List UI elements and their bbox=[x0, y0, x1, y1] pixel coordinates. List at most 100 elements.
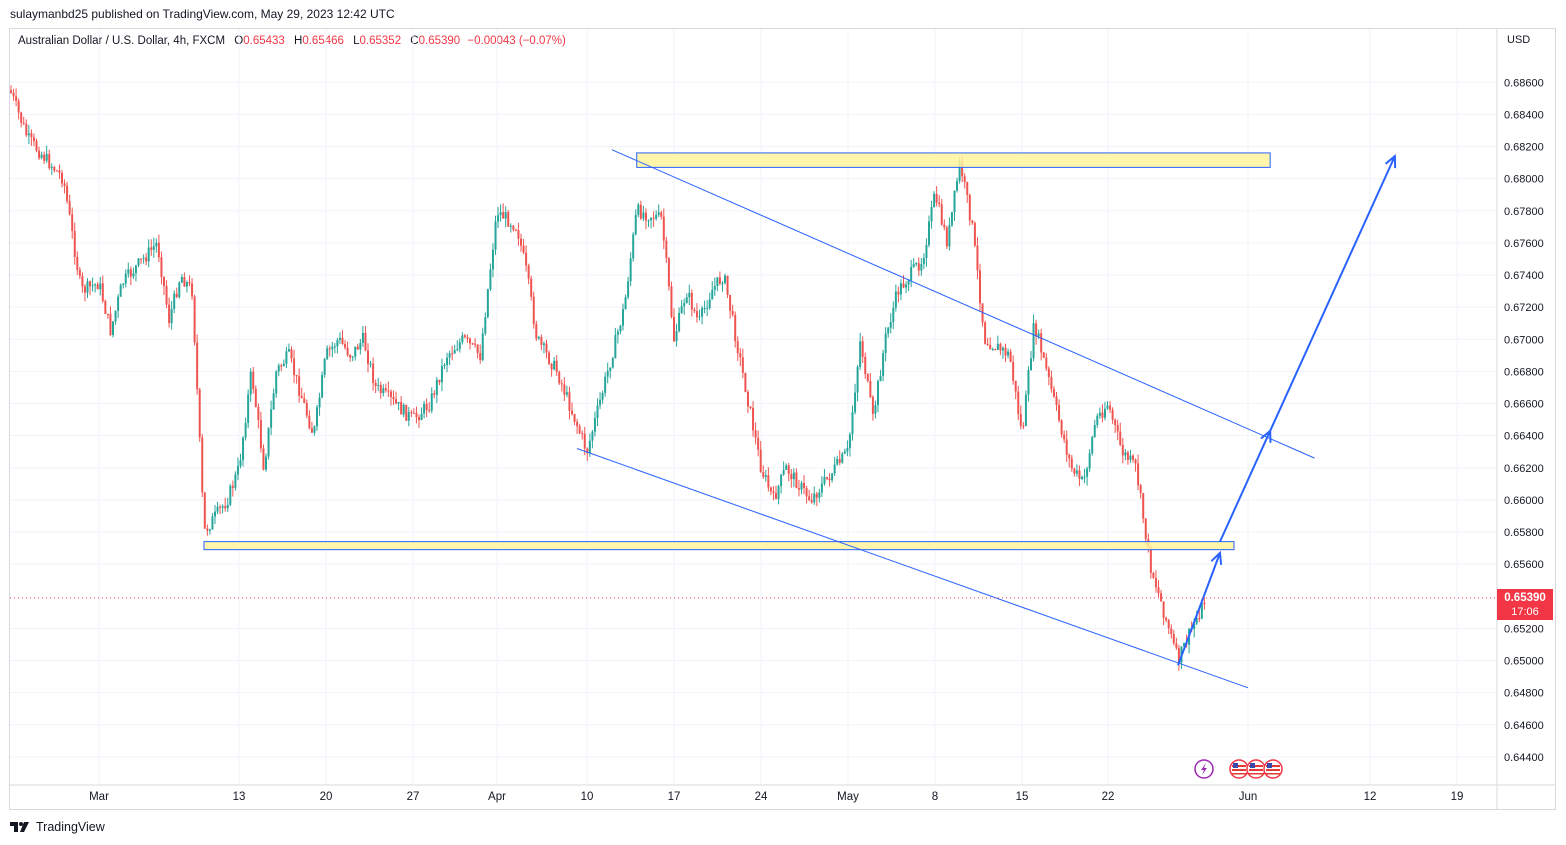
time-axis[interactable]: Mar 13 20 27 Apr 10 17 24 May 8 15 22 Jun 12 19 bbox=[89, 791, 1463, 803]
candle-body bbox=[971, 220, 974, 223]
candle-body bbox=[1177, 647, 1180, 663]
candle-body bbox=[198, 389, 201, 438]
candle-body bbox=[905, 284, 908, 288]
candle-body bbox=[644, 212, 647, 221]
us-flag-icon[interactable] bbox=[1229, 759, 1249, 779]
candle-body bbox=[469, 338, 471, 344]
candle-body bbox=[1134, 459, 1137, 464]
candle-body bbox=[517, 230, 520, 239]
candle-body bbox=[815, 493, 818, 498]
horizontal-zones[interactable] bbox=[203, 152, 1271, 551]
candle-body bbox=[894, 291, 897, 308]
candle-body bbox=[94, 284, 97, 286]
price-tick-label: 0.66600 bbox=[1504, 399, 1544, 411]
candle-body bbox=[609, 367, 612, 372]
candle-body bbox=[1052, 389, 1055, 397]
candle-body bbox=[828, 478, 831, 481]
projection-arrow[interactable] bbox=[1219, 430, 1272, 543]
candle-body bbox=[820, 483, 823, 493]
candle-body bbox=[803, 482, 806, 488]
candle-body bbox=[680, 306, 683, 313]
candle-body bbox=[591, 431, 594, 441]
candle-body bbox=[152, 246, 155, 250]
bar-countdown: 17:06 bbox=[1511, 605, 1539, 618]
candle-body bbox=[405, 404, 408, 421]
candle-body bbox=[168, 304, 171, 324]
candle-body bbox=[96, 284, 99, 290]
low-label: L bbox=[353, 35, 360, 47]
candle-body bbox=[423, 403, 426, 414]
candle-body bbox=[968, 194, 971, 221]
projection-arrows[interactable] bbox=[1177, 154, 1397, 666]
price-tick-label: 0.68000 bbox=[1504, 174, 1544, 186]
candle-body bbox=[76, 256, 79, 270]
price-tick-label: 0.66000 bbox=[1504, 495, 1544, 507]
time-tick-label: 12 bbox=[1364, 791, 1377, 803]
trendline[interactable] bbox=[576, 448, 1249, 689]
candle-body bbox=[520, 238, 522, 246]
trendlines[interactable] bbox=[576, 149, 1315, 689]
symbol-title[interactable]: Australian Dollar / U.S. Dollar, 4h, FXC… bbox=[18, 35, 226, 47]
candle-body bbox=[338, 337, 341, 341]
candle-body bbox=[124, 273, 127, 284]
projection-arrow[interactable] bbox=[1269, 155, 1396, 432]
candle-body bbox=[956, 180, 959, 191]
candle-body bbox=[1019, 414, 1022, 426]
candle-body bbox=[61, 172, 63, 184]
candle-body bbox=[400, 402, 403, 415]
candle-body bbox=[1050, 377, 1053, 390]
candle-body bbox=[119, 284, 122, 297]
time-tick-label: Jun bbox=[1239, 791, 1258, 803]
candle-body bbox=[996, 343, 999, 351]
candle-body bbox=[476, 344, 479, 354]
price-axis[interactable]: 0.68600 0.68400 0.68200 0.68000 0.67800 0.676… bbox=[1504, 77, 1544, 764]
candle-body bbox=[27, 133, 30, 136]
candle-body bbox=[356, 346, 359, 350]
candle-body bbox=[466, 337, 469, 339]
candle-body bbox=[1200, 602, 1203, 619]
candle-body bbox=[489, 269, 492, 290]
candle-body bbox=[800, 482, 803, 490]
change-value: −0.00043 (−0.07%) bbox=[467, 35, 566, 47]
event-icons[interactable] bbox=[1194, 759, 1283, 779]
tradingview-brand[interactable]: TradingView bbox=[10, 820, 105, 834]
projection-arrow[interactable] bbox=[1177, 552, 1221, 666]
candle-body bbox=[486, 289, 489, 318]
candle-body bbox=[10, 90, 12, 93]
candle-body bbox=[619, 325, 622, 332]
time-tick-label: 19 bbox=[1451, 791, 1464, 803]
last-price-tag: 0.65390 17:06 bbox=[1497, 588, 1553, 620]
candle-body bbox=[665, 240, 668, 259]
candle-body bbox=[754, 430, 757, 438]
price-tick-label: 0.66200 bbox=[1504, 463, 1544, 475]
candle-body bbox=[1116, 425, 1119, 432]
candle-body bbox=[578, 426, 581, 433]
us-flag-icon[interactable] bbox=[1263, 759, 1283, 779]
candle-body bbox=[698, 316, 701, 318]
candle-body bbox=[1101, 412, 1104, 418]
low-value: 0.65352 bbox=[359, 35, 402, 47]
candle-body bbox=[527, 265, 530, 279]
candle-body bbox=[892, 307, 895, 322]
candle-body bbox=[180, 277, 183, 283]
tradingview-logo-icon bbox=[10, 822, 29, 832]
candle-body bbox=[986, 343, 989, 345]
time-tick-label: 22 bbox=[1102, 791, 1115, 803]
candle-body bbox=[1129, 455, 1132, 460]
candle-body bbox=[305, 402, 308, 416]
price-zone[interactable] bbox=[203, 541, 1235, 551]
candle-body bbox=[1114, 419, 1117, 426]
candle-body bbox=[55, 170, 58, 172]
candle-body bbox=[369, 363, 372, 365]
candle-body bbox=[415, 412, 418, 418]
candle-body bbox=[285, 351, 288, 364]
candle-body bbox=[226, 504, 229, 509]
us-flag-icon[interactable] bbox=[1246, 759, 1266, 779]
candle-body bbox=[662, 216, 665, 241]
price-zone[interactable] bbox=[636, 152, 1271, 168]
candle-body bbox=[866, 374, 869, 381]
candle-body bbox=[933, 193, 936, 208]
price-tick-label: 0.65600 bbox=[1504, 559, 1544, 571]
trendline[interactable] bbox=[611, 149, 1315, 459]
